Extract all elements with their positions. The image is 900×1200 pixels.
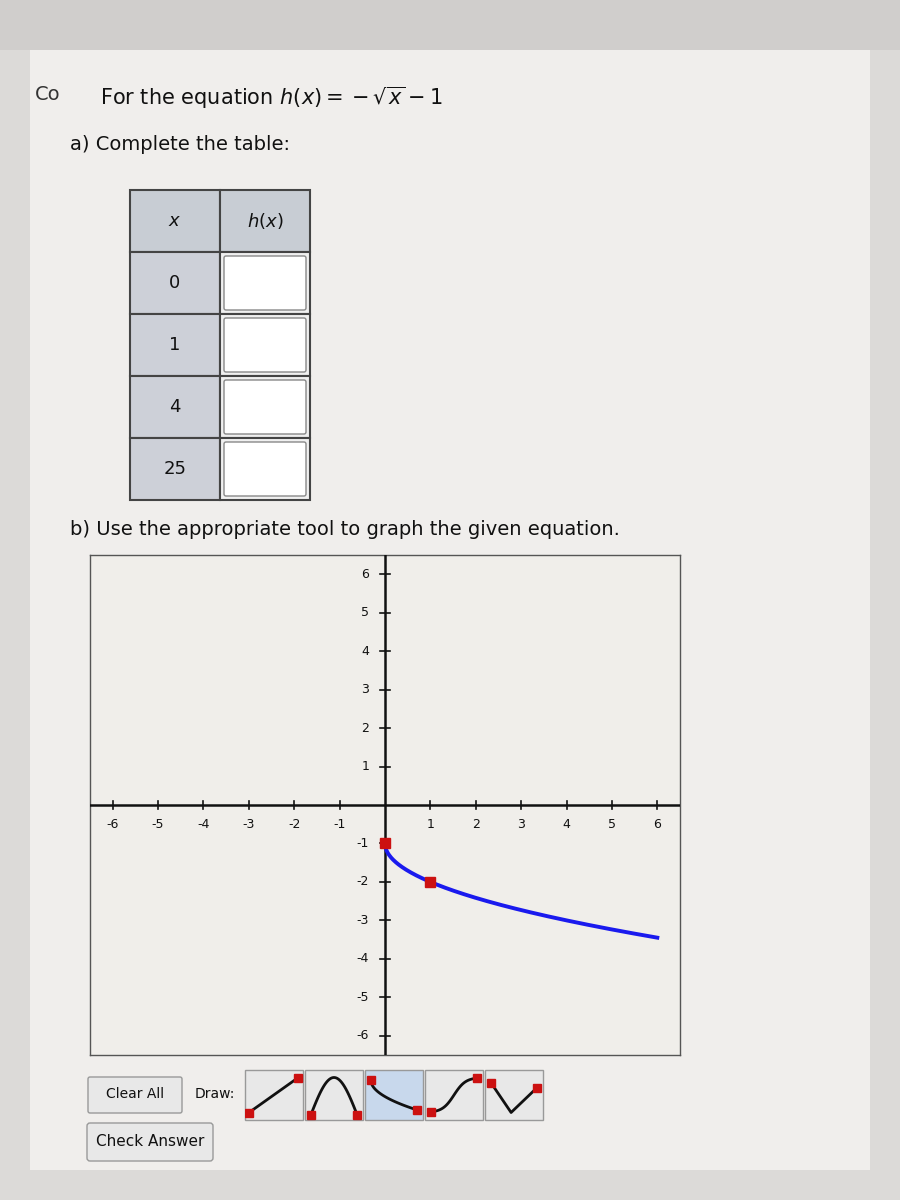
Bar (220, 252, 310, 314)
Text: -1: -1 (333, 818, 346, 832)
Text: b) Use the appropriate tool to graph the given equation.: b) Use the appropriate tool to graph the… (70, 520, 620, 539)
FancyBboxPatch shape (224, 380, 306, 434)
Text: a) Complete the table:: a) Complete the table: (70, 134, 290, 154)
Bar (220, 314, 310, 376)
Text: -5: -5 (356, 991, 369, 1004)
FancyBboxPatch shape (88, 1078, 182, 1114)
Text: 5: 5 (361, 606, 369, 619)
Text: 1: 1 (169, 336, 181, 354)
Bar (220, 376, 310, 438)
Text: 2: 2 (472, 818, 480, 832)
Text: 1: 1 (361, 760, 369, 773)
FancyBboxPatch shape (224, 318, 306, 372)
Text: 1: 1 (427, 818, 435, 832)
Bar (425, 1070, 483, 1120)
FancyBboxPatch shape (224, 256, 306, 310)
Bar (220, 190, 310, 252)
Text: 4: 4 (169, 398, 181, 416)
Text: -6: -6 (106, 818, 119, 832)
Text: 6: 6 (361, 568, 369, 581)
Text: -2: -2 (288, 818, 301, 832)
Text: 3: 3 (361, 683, 369, 696)
FancyBboxPatch shape (87, 1123, 213, 1162)
Bar (130, 314, 220, 376)
Text: $x$: $x$ (168, 212, 182, 230)
Text: 2: 2 (361, 721, 369, 734)
Text: Draw:: Draw: (195, 1087, 236, 1102)
Text: -3: -3 (356, 914, 369, 926)
Text: -4: -4 (197, 818, 210, 832)
Text: 5: 5 (608, 818, 616, 832)
Text: -6: -6 (356, 1030, 369, 1043)
Bar (130, 376, 220, 438)
Text: 3: 3 (518, 818, 525, 832)
Text: -5: -5 (152, 818, 165, 832)
Bar (305, 1070, 363, 1120)
Text: 6: 6 (653, 818, 662, 832)
Text: Check Answer: Check Answer (95, 1134, 204, 1148)
Bar (130, 252, 220, 314)
Bar (220, 438, 310, 500)
Text: $h(x)$: $h(x)$ (247, 211, 284, 230)
Bar (245, 1070, 303, 1120)
Text: Co: Co (35, 85, 60, 104)
Bar (485, 1070, 543, 1120)
Text: -4: -4 (356, 953, 369, 965)
Text: -3: -3 (243, 818, 255, 832)
Text: Clear All: Clear All (106, 1087, 164, 1102)
Bar (130, 438, 220, 500)
Bar (0, 0, 900, 50)
Text: For the equation $h(x) = -\sqrt{x} - 1$: For the equation $h(x) = -\sqrt{x} - 1$ (100, 85, 443, 112)
Text: -2: -2 (356, 876, 369, 888)
Text: 4: 4 (562, 818, 571, 832)
Bar (130, 190, 220, 252)
Bar (365, 1070, 423, 1120)
Text: 0: 0 (169, 274, 181, 292)
Text: 25: 25 (164, 460, 186, 478)
Text: 4: 4 (361, 644, 369, 658)
Text: -1: -1 (356, 836, 369, 850)
FancyBboxPatch shape (224, 442, 306, 496)
